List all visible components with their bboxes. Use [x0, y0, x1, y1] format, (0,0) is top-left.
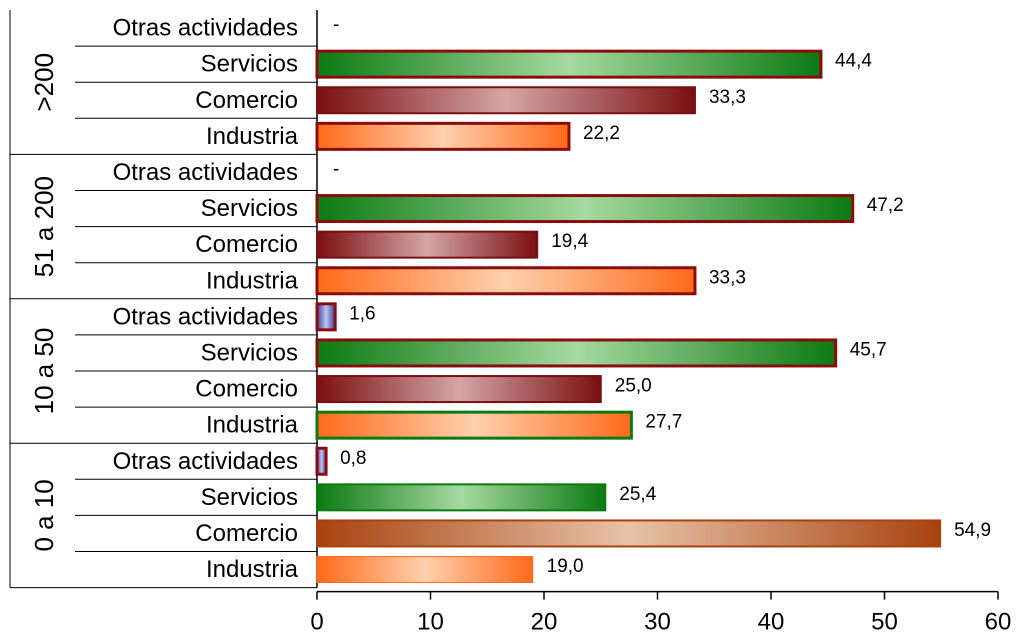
bar [315, 302, 337, 332]
bar [316, 86, 696, 115]
data-label: 25,4 [619, 484, 656, 505]
group-label: 10 a 50 [29, 328, 59, 415]
x-axis: 0 10 20 30 40 50 60 [310, 590, 1012, 632]
category-label: Comercio [195, 520, 298, 547]
data-label: - [333, 159, 339, 180]
x-tick-label: 10 [417, 609, 444, 632]
group-label: 51 a 200 [29, 176, 59, 277]
data-label: 19,4 [551, 231, 588, 252]
x-tick-label: 60 [985, 609, 1012, 632]
data-label: 33,3 [709, 267, 746, 288]
category-label: Industria [206, 412, 299, 439]
data-label: 44,4 [835, 51, 872, 72]
category-label: Otras actividades [113, 159, 298, 186]
category-label: Comercio [195, 231, 298, 258]
bar [315, 410, 633, 440]
bar [315, 446, 328, 476]
category-label: Otras actividades [113, 15, 298, 42]
x-tick-label: 50 [871, 609, 898, 632]
data-label: 0,8 [340, 448, 366, 469]
bar [316, 519, 942, 548]
x-tick-label: 40 [758, 609, 785, 632]
category-label: Servicios [201, 195, 298, 222]
x-tick-label: 0 [310, 609, 323, 632]
bars-layer [315, 49, 942, 584]
category-label: Comercio [195, 87, 298, 114]
category-label: Otras actividades [113, 448, 298, 475]
data-label: 22,2 [583, 123, 620, 144]
category-label: Servicios [201, 51, 298, 78]
category-label: Industria [206, 123, 299, 150]
data-label: 1,6 [349, 303, 375, 324]
bar [316, 230, 539, 259]
group-label: 0 a 10 [29, 479, 59, 551]
bar [315, 194, 855, 224]
x-tick-label: 20 [531, 609, 558, 632]
bar [315, 49, 823, 79]
labels-layer: >200 Otras actividades - Servicios 44,4 Comer… [29, 15, 991, 583]
group-label: >200 [29, 53, 59, 112]
category-label: Industria [206, 556, 299, 583]
bar [315, 121, 571, 151]
data-label: 54,9 [954, 520, 991, 541]
bar [316, 483, 607, 512]
category-label: Otras actividades [113, 303, 298, 330]
data-label: 27,7 [645, 412, 682, 433]
data-label: 25,0 [615, 376, 652, 397]
category-label: Servicios [201, 339, 298, 366]
data-label: 33,3 [709, 87, 746, 108]
category-label: Servicios [201, 484, 298, 511]
bar [315, 266, 697, 296]
data-label: 47,2 [867, 195, 904, 216]
category-label: Comercio [195, 376, 298, 403]
bar [315, 338, 838, 368]
bar [316, 375, 602, 404]
category-label: Industria [206, 267, 299, 294]
bar [316, 556, 534, 584]
data-label: 19,0 [547, 556, 584, 577]
data-label: - [333, 15, 339, 36]
x-tick-label: 30 [644, 609, 671, 632]
data-label: 45,7 [850, 339, 887, 360]
